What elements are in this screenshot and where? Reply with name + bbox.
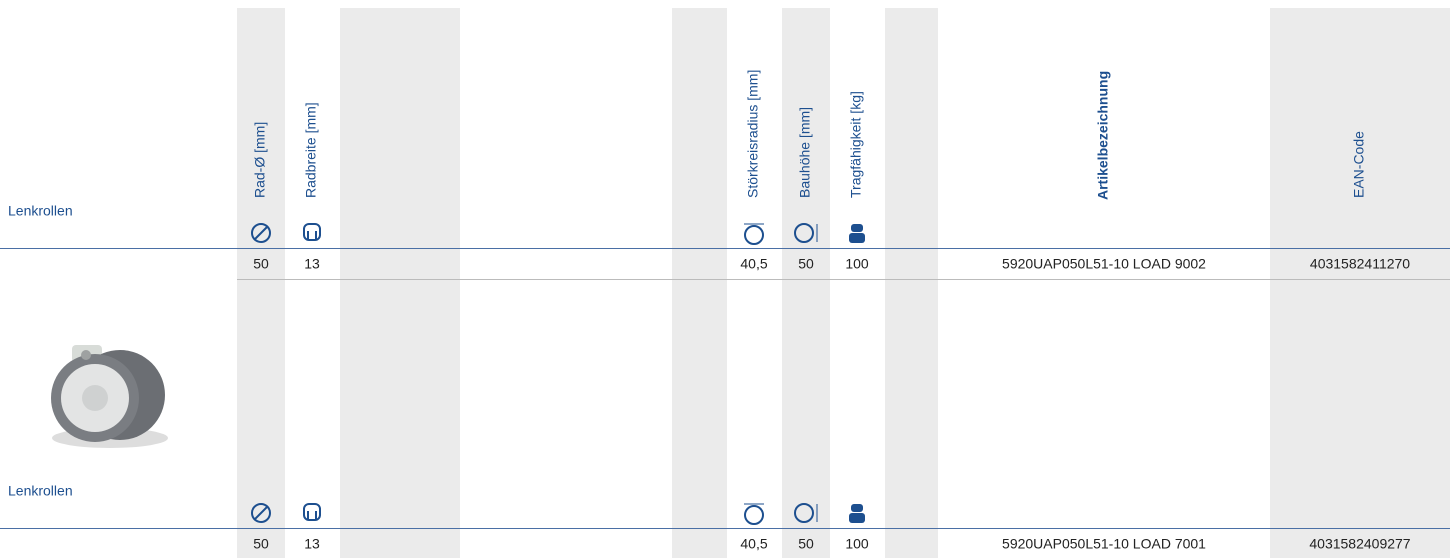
icon — [251, 503, 271, 523]
column-header: EAN-Code — [1351, 131, 1367, 198]
icon-part — [851, 224, 863, 232]
cell: 100 — [845, 536, 869, 552]
icon-part — [253, 225, 269, 241]
icon-part — [794, 503, 814, 523]
icon-part — [849, 233, 865, 243]
icon — [744, 503, 764, 525]
icon — [251, 223, 271, 243]
icon-part — [251, 223, 271, 243]
icon — [849, 504, 865, 523]
cell: 50 — [253, 256, 269, 272]
icon — [794, 223, 818, 243]
icon — [849, 224, 865, 243]
cell: 40,5 — [740, 256, 767, 272]
cell: 40,5 — [740, 536, 767, 552]
icon-part — [303, 223, 321, 241]
icon-part — [251, 503, 271, 523]
icon — [303, 223, 321, 241]
caster-image — [51, 345, 168, 448]
icon-part — [849, 513, 865, 523]
icon-part — [744, 505, 764, 525]
group-label: Lenkrollen — [8, 483, 73, 499]
icon-part — [303, 503, 321, 521]
cell: 4031582411270 — [1310, 256, 1410, 272]
column-header: Artikelbezeichnung — [1095, 71, 1111, 200]
icon-part — [253, 505, 269, 521]
cell: 50 — [798, 256, 814, 272]
column-backgrounds — [237, 8, 1450, 558]
column-header: Radbreite [mm] — [303, 102, 319, 198]
icon-part — [851, 504, 863, 512]
column-header: Rad-Ø [mm] — [252, 122, 268, 198]
cell: 13 — [304, 536, 320, 552]
cell: 50 — [798, 536, 814, 552]
column-header: Bauhöhe [mm] — [797, 107, 813, 198]
cell: 50 — [253, 536, 269, 552]
cell: 5920UAP050L51-10 LOAD 7001 — [1002, 536, 1206, 552]
icon — [794, 503, 818, 523]
icon-part — [794, 223, 814, 243]
cell: 100 — [845, 256, 869, 272]
icon-part — [744, 225, 764, 245]
icon — [744, 223, 764, 245]
column-header: Störkreisradius [mm] — [745, 70, 761, 198]
icon — [303, 503, 321, 521]
group-label: Lenkrollen — [8, 203, 73, 219]
cell: 13 — [304, 256, 320, 272]
cell: 5920UAP050L51-10 LOAD 9002 — [1002, 256, 1206, 272]
cell: 4031582409277 — [1309, 536, 1410, 552]
column-header: Tragfähigkeit [kg] — [848, 91, 864, 198]
